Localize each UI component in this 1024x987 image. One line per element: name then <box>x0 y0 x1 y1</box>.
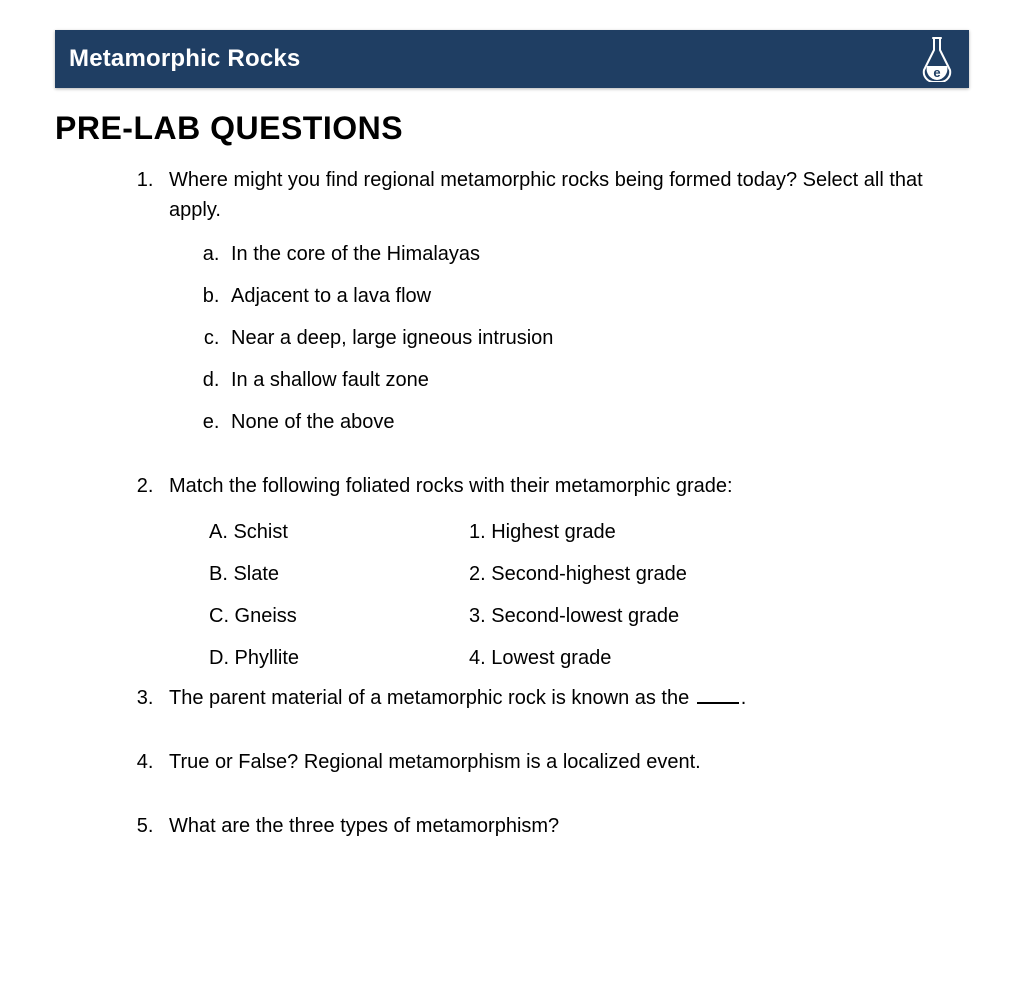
question-1-options: In the core of the Himalayas Adjacent to… <box>169 239 969 437</box>
match-left: C. Gneiss <box>209 595 469 637</box>
document-page: Metamorphic Rocks e PRE-LAB QUESTIONS Wh… <box>0 0 1024 915</box>
flask-icon: e <box>919 36 955 82</box>
banner-title: Metamorphic Rocks <box>69 45 300 73</box>
question-text: True or False? Regional metamorphism is … <box>169 751 701 773</box>
match-table: A. Schist 1. Highest grade B. Slate 2. S… <box>209 511 687 679</box>
section-heading: PRE-LAB QUESTIONS <box>55 110 969 147</box>
question-3: The parent material of a metamorphic roc… <box>159 683 969 713</box>
match-right: 3. Second-lowest grade <box>469 595 687 637</box>
match-right: 1. Highest grade <box>469 511 687 553</box>
question-4: True or False? Regional metamorphism is … <box>159 747 969 777</box>
option-a: In the core of the Himalayas <box>225 239 969 269</box>
option-d: In a shallow fault zone <box>225 365 969 395</box>
question-text: What are the three types of metamorphism… <box>169 815 559 837</box>
question-text-before: The parent material of a metamorphic roc… <box>169 687 695 709</box>
questions-list: Where might you find regional metamorphi… <box>55 165 969 841</box>
option-c: Near a deep, large igneous intrusion <box>225 323 969 353</box>
match-left: B. Slate <box>209 553 469 595</box>
match-right: 4. Lowest grade <box>469 637 687 679</box>
match-row: C. Gneiss 3. Second-lowest grade <box>209 595 687 637</box>
question-text-after: . <box>741 687 747 709</box>
match-row: D. Phyllite 4. Lowest grade <box>209 637 687 679</box>
svg-text:e: e <box>933 65 940 80</box>
question-5: What are the three types of metamorphism… <box>159 811 969 841</box>
fill-blank <box>697 702 739 704</box>
banner: Metamorphic Rocks e <box>55 30 969 88</box>
option-b: Adjacent to a lava flow <box>225 281 969 311</box>
match-row: B. Slate 2. Second-highest grade <box>209 553 687 595</box>
match-row: A. Schist 1. Highest grade <box>209 511 687 553</box>
question-2: Match the following foliated rocks with … <box>159 471 969 679</box>
match-right: 2. Second-highest grade <box>469 553 687 595</box>
match-left: A. Schist <box>209 511 469 553</box>
match-left: D. Phyllite <box>209 637 469 679</box>
question-text: Where might you find regional metamorphi… <box>169 169 923 221</box>
question-text: Match the following foliated rocks with … <box>169 475 733 497</box>
option-e: None of the above <box>225 407 969 437</box>
question-1: Where might you find regional metamorphi… <box>159 165 969 437</box>
